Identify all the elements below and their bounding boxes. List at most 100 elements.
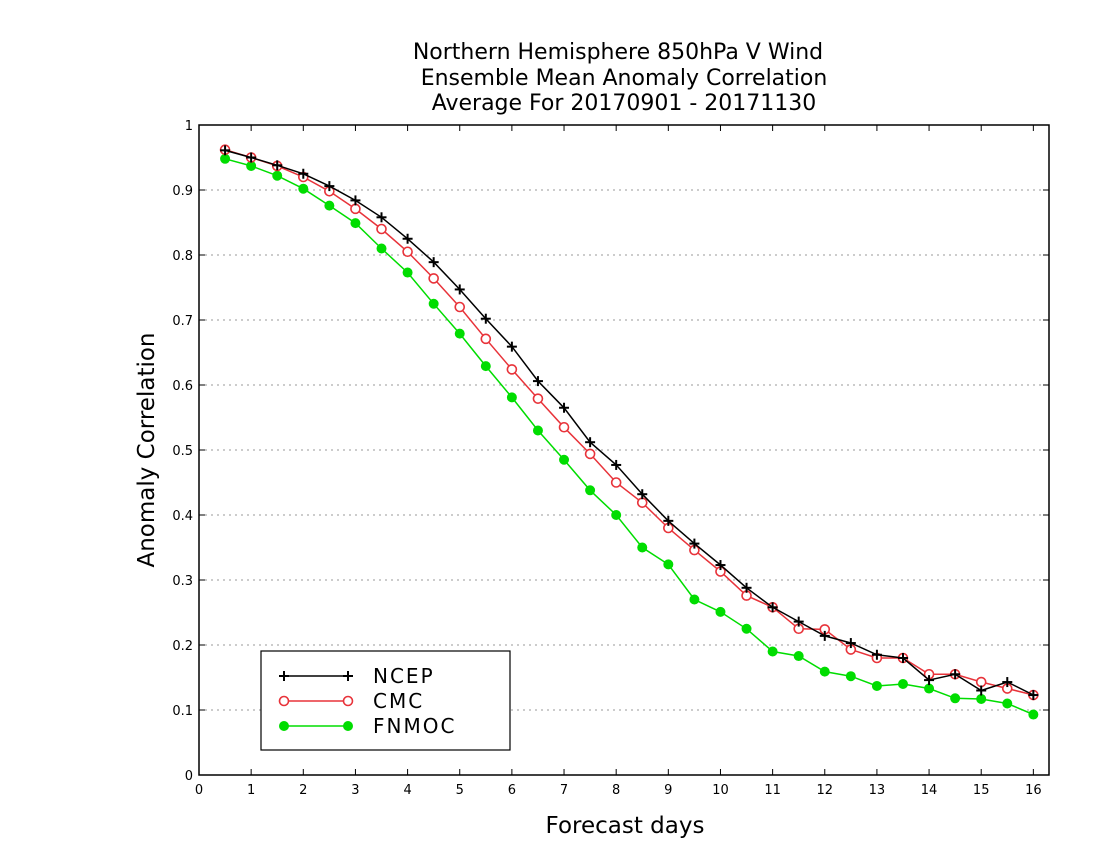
data-point-ncep xyxy=(845,638,856,649)
y-tick-label: 0.7 xyxy=(172,314,193,329)
data-point-ncep xyxy=(220,145,231,156)
data-point-cmc xyxy=(636,497,648,508)
data-point-ncep xyxy=(976,685,987,696)
data-point-fnmoc xyxy=(976,693,987,704)
data-point-ncep xyxy=(897,653,908,663)
data-point-fnmoc xyxy=(793,651,804,662)
data-point-ncep xyxy=(376,212,387,223)
data-point-cmc xyxy=(584,448,596,460)
data-point-fnmoc xyxy=(663,559,674,570)
data-point-cmc xyxy=(350,203,361,215)
legend-label-fnmoc: FNMOC xyxy=(373,714,456,738)
data-point-fnmoc xyxy=(611,510,622,520)
data-point-fnmoc xyxy=(1002,698,1013,709)
series-fnmoc xyxy=(220,153,1039,720)
data-point-fnmoc xyxy=(767,646,778,657)
series-cmc xyxy=(219,144,1039,701)
data-point-cmc xyxy=(610,477,622,488)
data-point-cmc xyxy=(480,333,492,345)
data-point-ncep xyxy=(767,602,778,613)
data-point-ncep xyxy=(871,649,882,660)
data-point-ncep xyxy=(272,160,283,171)
data-point-fnmoc xyxy=(376,243,387,254)
data-point-ncep xyxy=(819,630,830,641)
x-tick-label: 12 xyxy=(816,783,833,798)
data-point-fnmoc xyxy=(324,200,335,211)
data-point-ncep xyxy=(454,284,465,295)
x-tick-label: 1 xyxy=(247,783,255,798)
data-point-ncep xyxy=(611,459,622,470)
data-point-ncep xyxy=(506,341,517,352)
data-point-fnmoc xyxy=(897,679,908,689)
y-tick-label: 0.3 xyxy=(172,574,193,589)
data-point-fnmoc xyxy=(350,218,361,229)
series-line-fnmoc xyxy=(224,158,1034,716)
data-point-ncep xyxy=(298,168,309,179)
x-tick-label: 3 xyxy=(351,783,359,798)
data-point-fnmoc xyxy=(741,623,752,634)
chart-title-line-3: Average For 20170901 - 20171130 xyxy=(432,91,817,116)
x-tick-label: 11 xyxy=(764,783,781,798)
data-point-ncep xyxy=(689,538,700,549)
data-point-cmc xyxy=(402,246,413,258)
x-tick-label: 4 xyxy=(403,783,411,798)
data-point-ncep xyxy=(324,181,335,192)
x-tick-label: 9 xyxy=(664,783,672,798)
data-point-cmc xyxy=(454,301,466,313)
data-point-fnmoc xyxy=(506,392,517,403)
data-point-ncep xyxy=(793,616,804,627)
chart-title-line-2: Ensemble Mean Anomaly Correlation xyxy=(421,66,828,91)
data-point-ncep xyxy=(402,233,413,244)
y-tick-label: 0.6 xyxy=(172,379,193,394)
legend-marker-ncep xyxy=(279,671,289,681)
legend-marker-cmc xyxy=(278,695,290,707)
x-tick-label: 15 xyxy=(973,783,990,798)
data-point-cmc xyxy=(428,273,439,284)
gridlines xyxy=(199,189,1049,711)
data-point-fnmoc xyxy=(298,183,309,194)
data-point-fnmoc xyxy=(871,680,882,691)
data-point-ncep xyxy=(585,437,596,448)
x-tick-label: 16 xyxy=(1025,783,1042,798)
legend-marker-fnmoc xyxy=(343,721,353,731)
chart-title-line-1: Northern Hemisphere 850hPa V Wind xyxy=(413,40,823,65)
x-tick-label: 0 xyxy=(195,783,203,798)
data-point-ncep xyxy=(428,257,439,268)
data-point-fnmoc xyxy=(454,328,465,339)
axes: 00.10.20.30.40.50.60.70.80.910 1 2 3 4 5 6 7 8 9 1… xyxy=(172,119,1050,798)
series-line-cmc xyxy=(224,148,1034,696)
y-axis-label: Anomaly Correlation xyxy=(134,332,160,567)
data-point-ncep xyxy=(532,376,543,387)
data-point-ncep xyxy=(663,515,674,526)
y-tick-label: 0.1 xyxy=(172,704,193,719)
data-point-ncep xyxy=(950,669,961,680)
y-tick-label: 0.4 xyxy=(172,509,193,524)
y-tick-label: 1 xyxy=(185,119,193,134)
data-point-cmc xyxy=(975,676,987,688)
data-point-fnmoc xyxy=(428,298,439,309)
data-point-ncep xyxy=(924,675,935,686)
data-point-cmc xyxy=(532,393,544,404)
series-ncep xyxy=(220,145,1039,701)
legend-label-ncep: NCEP xyxy=(373,664,435,688)
series-line-ncep xyxy=(224,149,1034,696)
y-tick-label: 0 xyxy=(185,769,193,784)
data-point-fnmoc xyxy=(272,170,283,181)
x-tick-label: 2 xyxy=(299,783,307,798)
y-tick-label: 0.9 xyxy=(172,184,193,199)
data-point-ncep xyxy=(1002,677,1013,688)
data-point-fnmoc xyxy=(689,594,700,605)
data-point-cmc xyxy=(506,364,518,375)
data-point-fnmoc xyxy=(220,153,231,164)
data-point-fnmoc xyxy=(715,606,726,617)
x-tick-label: 13 xyxy=(869,783,886,798)
data-point-ncep xyxy=(480,313,491,324)
data-point-fnmoc xyxy=(950,693,961,704)
data-point-fnmoc xyxy=(532,425,543,436)
data-point-fnmoc xyxy=(845,671,856,682)
data-point-fnmoc xyxy=(637,542,648,553)
data-point-cmc xyxy=(376,223,387,235)
data-point-ncep xyxy=(637,489,648,500)
